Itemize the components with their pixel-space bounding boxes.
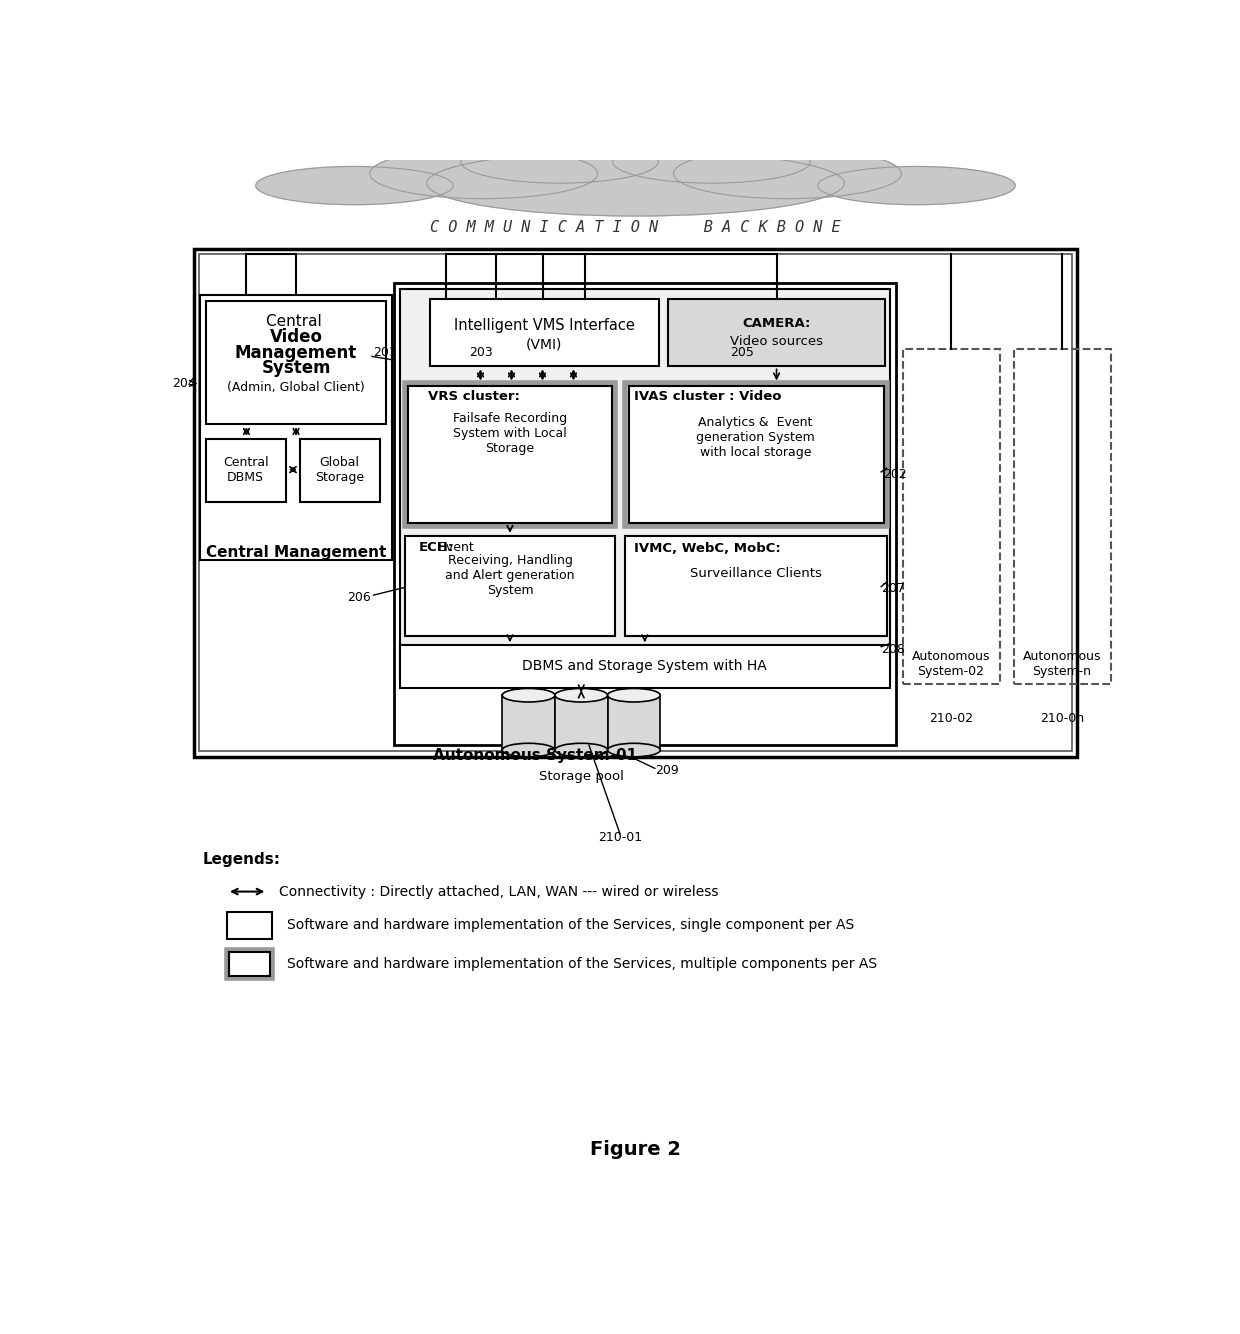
- Text: (Admin, Global Client): (Admin, Global Client): [227, 380, 365, 394]
- Text: 204: 204: [172, 378, 196, 390]
- Text: 203: 203: [469, 346, 492, 359]
- FancyBboxPatch shape: [625, 383, 887, 526]
- Text: Software and hardware implementation of the Services, single component per AS: Software and hardware implementation of …: [286, 919, 854, 932]
- Text: Management: Management: [234, 344, 357, 362]
- Ellipse shape: [608, 743, 661, 756]
- FancyBboxPatch shape: [300, 439, 379, 502]
- FancyBboxPatch shape: [200, 295, 392, 560]
- Ellipse shape: [461, 140, 658, 183]
- Text: IVMC, WebC, MobC:: IVMC, WebC, MobC:: [634, 543, 781, 555]
- FancyBboxPatch shape: [399, 289, 890, 678]
- FancyBboxPatch shape: [227, 911, 272, 939]
- FancyBboxPatch shape: [206, 301, 386, 424]
- Ellipse shape: [613, 140, 810, 183]
- Text: Autonomous
System-02: Autonomous System-02: [911, 651, 991, 679]
- FancyBboxPatch shape: [502, 695, 556, 750]
- Text: Receiving, Handling
and Alert generation
System: Receiving, Handling and Alert generation…: [445, 555, 574, 598]
- Text: Global
Storage: Global Storage: [315, 456, 365, 484]
- Text: Video: Video: [269, 328, 322, 347]
- FancyBboxPatch shape: [430, 299, 658, 367]
- Text: IVAS cluster : Video: IVAS cluster : Video: [634, 390, 781, 403]
- Text: Central Management: Central Management: [206, 546, 386, 560]
- Text: CAMERA:: CAMERA:: [743, 316, 811, 329]
- FancyBboxPatch shape: [668, 299, 885, 367]
- Text: 202: 202: [883, 468, 908, 480]
- Ellipse shape: [608, 688, 661, 702]
- Text: 210-0n: 210-0n: [1039, 712, 1084, 724]
- Text: Analytics &  Event
generation System
with local storage: Analytics & Event generation System with…: [696, 416, 815, 459]
- FancyBboxPatch shape: [206, 439, 286, 502]
- Text: C O M M U N I C A T I O N     B A C K B O N E: C O M M U N I C A T I O N B A C K B O N …: [430, 220, 841, 235]
- FancyBboxPatch shape: [227, 950, 272, 978]
- Text: 210-01: 210-01: [598, 831, 642, 844]
- Text: 201: 201: [373, 346, 397, 359]
- FancyBboxPatch shape: [556, 695, 608, 750]
- Ellipse shape: [502, 688, 556, 702]
- Ellipse shape: [818, 167, 1016, 204]
- Text: Surveillance Clients: Surveillance Clients: [689, 567, 822, 580]
- Text: Video sources: Video sources: [730, 335, 823, 348]
- Text: Figure 2: Figure 2: [590, 1141, 681, 1159]
- FancyBboxPatch shape: [625, 536, 887, 636]
- FancyBboxPatch shape: [408, 387, 613, 523]
- Text: Legends:: Legends:: [203, 851, 281, 867]
- Text: Event: Event: [419, 540, 474, 554]
- Text: Connectivity : Directly attached, LAN, WAN --- wired or wireless: Connectivity : Directly attached, LAN, W…: [279, 884, 718, 899]
- Text: System: System: [262, 359, 331, 378]
- Text: 209: 209: [655, 764, 678, 778]
- Ellipse shape: [255, 167, 454, 204]
- FancyBboxPatch shape: [229, 952, 270, 975]
- Text: VRS cluster:: VRS cluster:: [428, 390, 520, 403]
- Text: 205: 205: [730, 346, 754, 359]
- FancyBboxPatch shape: [608, 695, 660, 750]
- Ellipse shape: [502, 743, 556, 756]
- FancyBboxPatch shape: [394, 283, 895, 746]
- Ellipse shape: [427, 151, 844, 216]
- Text: 206: 206: [347, 591, 371, 604]
- FancyBboxPatch shape: [404, 536, 615, 636]
- Ellipse shape: [370, 148, 598, 199]
- Text: ECH:: ECH:: [419, 540, 454, 554]
- Text: Software and hardware implementation of the Services, multiple components per AS: Software and hardware implementation of …: [286, 956, 877, 971]
- FancyBboxPatch shape: [399, 646, 890, 687]
- Text: DBMS and Storage System with HA: DBMS and Storage System with HA: [522, 659, 768, 672]
- Ellipse shape: [556, 743, 608, 756]
- Text: Autonomous System-01: Autonomous System-01: [433, 748, 637, 763]
- Text: Autonomous
System-n: Autonomous System-n: [1023, 651, 1101, 679]
- Text: Central: Central: [265, 315, 326, 329]
- Text: Intelligent VMS Interface: Intelligent VMS Interface: [454, 317, 635, 334]
- FancyBboxPatch shape: [629, 387, 883, 523]
- Ellipse shape: [556, 688, 608, 702]
- Text: 207: 207: [882, 582, 905, 595]
- Text: Central
DBMS: Central DBMS: [223, 456, 269, 484]
- FancyBboxPatch shape: [404, 383, 615, 526]
- Text: (VMI): (VMI): [526, 338, 562, 352]
- Text: 208: 208: [882, 643, 905, 655]
- Text: Storage pool: Storage pool: [539, 770, 624, 783]
- Text: 210-02: 210-02: [929, 712, 973, 724]
- Text: Failsafe Recording
System with Local
Storage: Failsafe Recording System with Local Sto…: [453, 412, 567, 455]
- Ellipse shape: [673, 148, 901, 199]
